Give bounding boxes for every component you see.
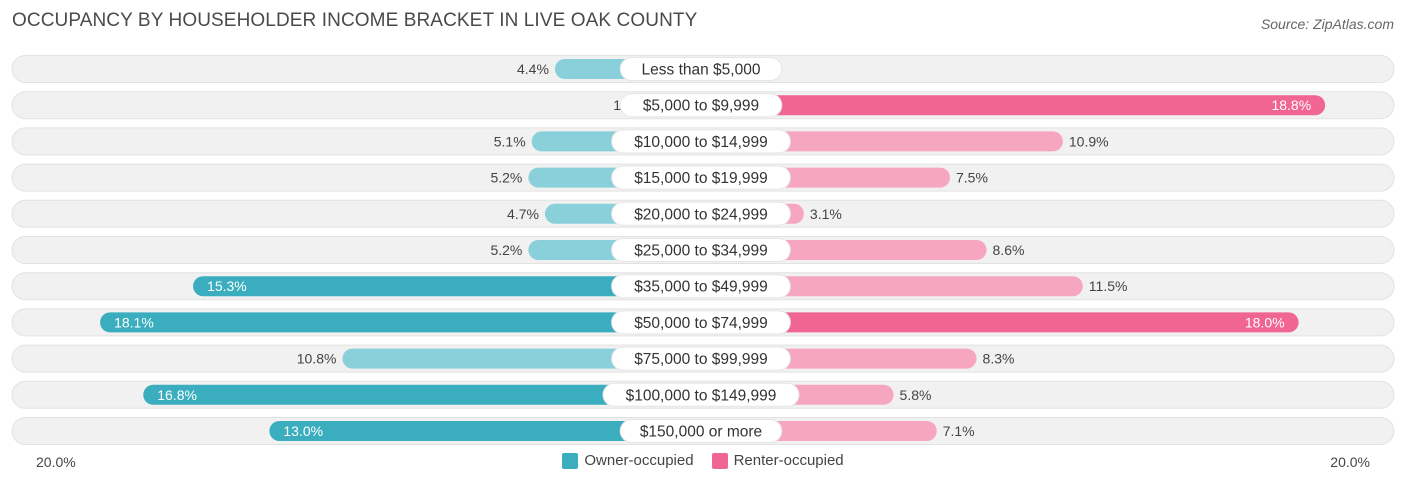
axis-left-label: 20.0% bbox=[36, 454, 76, 470]
category-label-pill bbox=[611, 129, 791, 154]
category-label: $20,000 to $24,999 bbox=[634, 206, 768, 223]
owner-bar bbox=[193, 276, 702, 297]
category-label: $10,000 to $14,999 bbox=[634, 134, 768, 151]
category-label: $35,000 to $49,999 bbox=[634, 279, 768, 296]
owner-value-label: 18.1% bbox=[114, 314, 154, 330]
legend-renter-swatch bbox=[711, 452, 728, 469]
owner-value-label: 4.7% bbox=[507, 206, 539, 222]
legend: Owner-occupied Renter-occupied bbox=[0, 452, 1406, 469]
legend-renter: Renter-occupied bbox=[711, 452, 844, 469]
category-label-pill bbox=[611, 346, 791, 371]
renter-bar bbox=[701, 95, 1326, 116]
chart-title: OCCUPANCY BY HOUSEHOLDER INCOME BRACKET … bbox=[12, 10, 698, 31]
category-label-pill bbox=[619, 93, 783, 118]
renter-value-label: 3.1% bbox=[810, 206, 842, 222]
source-note: Source: ZipAtlas.com bbox=[1260, 16, 1394, 32]
owner-bar bbox=[269, 421, 701, 441]
owner-value-label: 5.1% bbox=[494, 133, 526, 149]
legend-renter-label: Renter-occupied bbox=[733, 452, 844, 469]
renter-value-label: 5.8% bbox=[900, 387, 932, 403]
category-label: $100,000 to $149,999 bbox=[626, 387, 777, 404]
renter-value-label: 18.0% bbox=[1245, 314, 1285, 330]
owner-value-label: 5.2% bbox=[490, 242, 522, 258]
renter-value-label: 7.5% bbox=[956, 170, 988, 186]
renter-bar bbox=[701, 312, 1299, 333]
category-label-pill bbox=[611, 238, 791, 262]
legend-owner: Owner-occupied bbox=[562, 452, 694, 469]
category-label: $50,000 to $74,999 bbox=[634, 315, 768, 332]
category-label: $25,000 to $34,999 bbox=[634, 243, 768, 260]
owner-value-label: 4.4% bbox=[517, 61, 549, 77]
category-label: $150,000 or more bbox=[640, 424, 762, 441]
category-label-pill bbox=[611, 274, 791, 299]
renter-value-label: 7.1% bbox=[943, 423, 975, 439]
owner-value-label: 16.8% bbox=[157, 387, 197, 403]
category-label-pill bbox=[611, 310, 791, 335]
axis-right-label: 20.0% bbox=[1330, 454, 1370, 470]
renter-bar bbox=[701, 276, 1083, 297]
category-label-pill bbox=[611, 201, 791, 226]
renter-value-label: 18.8% bbox=[1271, 97, 1311, 113]
category-label-pill bbox=[619, 419, 783, 443]
renter-value-label: 8.6% bbox=[993, 242, 1025, 258]
category-label: $15,000 to $19,999 bbox=[634, 170, 768, 187]
renter-value-label: 10.9% bbox=[1069, 133, 1109, 149]
category-label-pill bbox=[619, 57, 783, 81]
category-label-pill bbox=[602, 382, 800, 407]
renter-value-label: 11.5% bbox=[1089, 278, 1128, 294]
category-label: Less than $5,000 bbox=[642, 62, 761, 79]
owner-value-label: 13.0% bbox=[283, 423, 323, 439]
legend-owner-swatch bbox=[562, 452, 579, 469]
legend-owner-label: Owner-occupied bbox=[584, 452, 694, 469]
category-label: $5,000 to $9,999 bbox=[643, 98, 759, 115]
owner-bar bbox=[100, 312, 701, 333]
renter-bar bbox=[701, 131, 1063, 152]
renter-value-label: 8.3% bbox=[983, 351, 1015, 367]
owner-value-label: 15.3% bbox=[207, 278, 247, 294]
owner-value-label: 5.2% bbox=[490, 170, 522, 186]
owner-bar bbox=[143, 384, 702, 405]
owner-value-label: 10.8% bbox=[297, 351, 337, 367]
category-label-pill bbox=[611, 165, 791, 190]
category-label: $75,000 to $99,999 bbox=[634, 351, 768, 368]
owner-bar bbox=[342, 348, 701, 369]
